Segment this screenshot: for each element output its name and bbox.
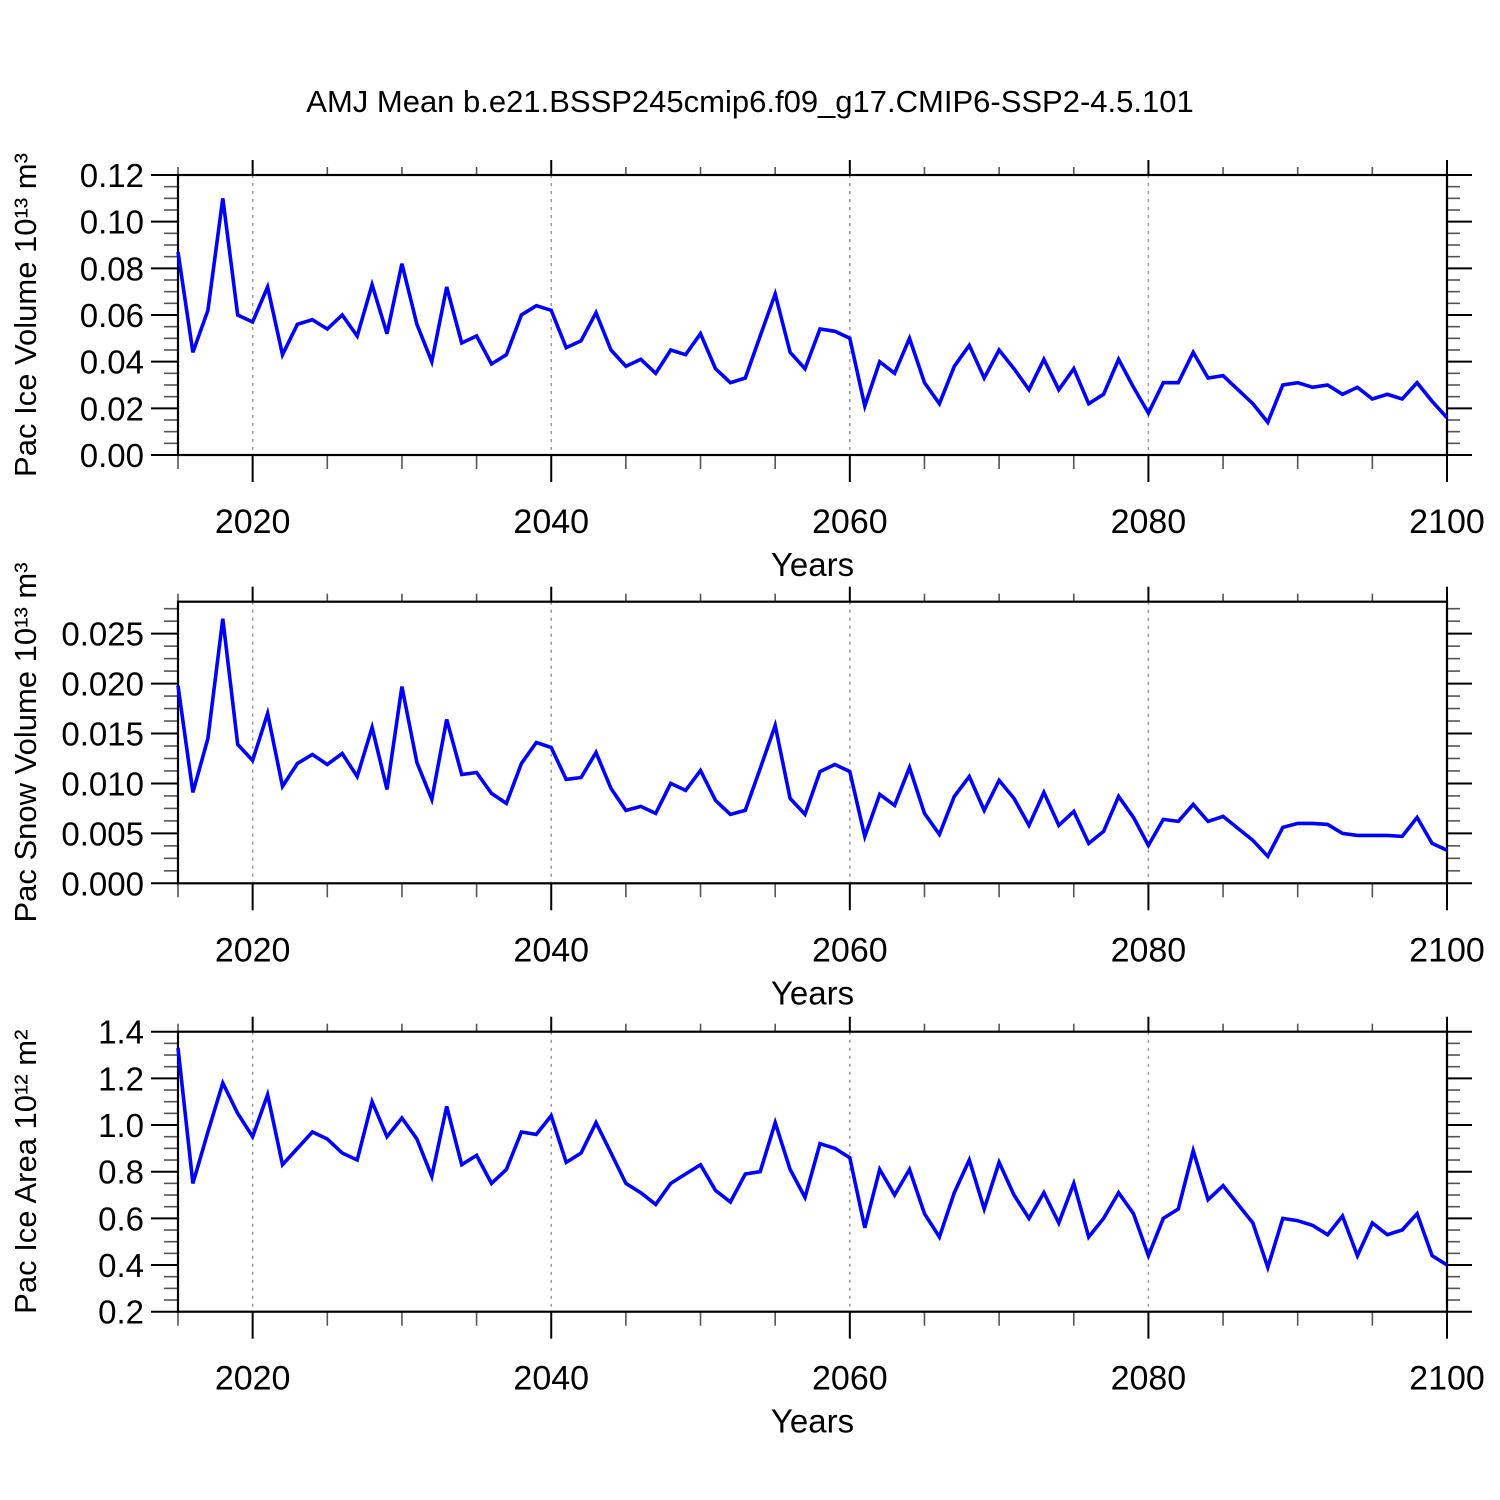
y-tick-label: 0.06 (80, 297, 144, 334)
x-tick-label: 2060 (812, 1360, 888, 1398)
y-tick-label: 0.015 (61, 716, 144, 753)
x-tick-label: 2080 (1111, 503, 1187, 541)
y-tick-label: 0.02 (80, 390, 144, 427)
y-tick-label: 0.020 (61, 666, 144, 703)
y-tick-label: 0.00 (80, 437, 144, 474)
x-tick-label: 2040 (513, 1360, 589, 1398)
page-title: AMJ Mean b.e21.BSSP245cmip6.f09_g17.CMIP… (306, 84, 1194, 119)
x-tick-label: 2080 (1111, 1360, 1187, 1398)
panel-pac-ice-volume: 2020 2040 2060 2080 2100 0.00 0.02 0.04 0.06 0.08… (8, 153, 1485, 583)
x-tick-label: 2020 (215, 503, 291, 541)
panel-pac-ice-area: 2020 2040 2060 2080 2100 0.2 0.4 0.6 0.8 1.0 1.2 1.… (8, 1014, 1485, 1440)
x-axis-label: Years (771, 974, 854, 1011)
y-tick-label: 1.2 (98, 1060, 144, 1097)
plot-frame (176, 173, 1449, 457)
x-tick-label: 2020 (215, 931, 291, 969)
y-tick-label: 0.10 (80, 204, 144, 241)
y-tick-label: 0.4 (98, 1247, 144, 1284)
plot-frame (176, 600, 1449, 885)
y-tick-label: 0.12 (80, 157, 144, 194)
y-tick-label: 0.6 (98, 1200, 144, 1237)
data-line-pac-snow-volume (176, 618, 1448, 860)
x-tick-label: 2020 (215, 1360, 291, 1398)
y-tick-label: 0.025 (61, 616, 144, 653)
y-tick-label: 0.08 (80, 250, 144, 287)
x-axis-label: Years (771, 1403, 854, 1440)
y-tick-label: 1.4 (98, 1014, 144, 1051)
y-tick-label: 1.0 (98, 1107, 144, 1144)
y-tick-label: 0.04 (80, 344, 144, 381)
x-tick-label: 2080 (1111, 931, 1187, 969)
x-tick-label: 2100 (1409, 1360, 1485, 1398)
x-tick-label: 2100 (1409, 503, 1485, 541)
data-line-pac-ice-area (176, 1047, 1448, 1274)
y-tick-label: 0.000 (61, 865, 144, 902)
data-line-pac-ice-volume (176, 198, 1449, 426)
y-tick-label: 0.010 (61, 765, 144, 802)
y-axis-label: Pac Snow Volume 10¹³ m³ (8, 562, 43, 922)
y-axis-label: Pac Ice Area 10¹² m² (8, 1030, 43, 1314)
x-tick-label: 2100 (1409, 931, 1485, 969)
x-tick-label: 2040 (513, 503, 589, 541)
x-tick-label: 2040 (513, 931, 589, 969)
y-axis-label: Pac Ice Volume 10¹³ m³ (8, 153, 43, 477)
panel-pac-snow-volume: 2020 2040 2060 2080 2100 0.000 0.005 0.010 0.015… (8, 562, 1485, 1011)
y-tick-label: 0.005 (61, 815, 144, 852)
x-axis-label: Years (771, 546, 854, 583)
x-tick-label: 2060 (812, 503, 888, 541)
plot-frame (176, 1030, 1449, 1313)
y-tick-label: 0.8 (98, 1154, 144, 1191)
y-tick-label: 0.2 (98, 1294, 144, 1331)
x-tick-label: 2060 (812, 931, 888, 969)
